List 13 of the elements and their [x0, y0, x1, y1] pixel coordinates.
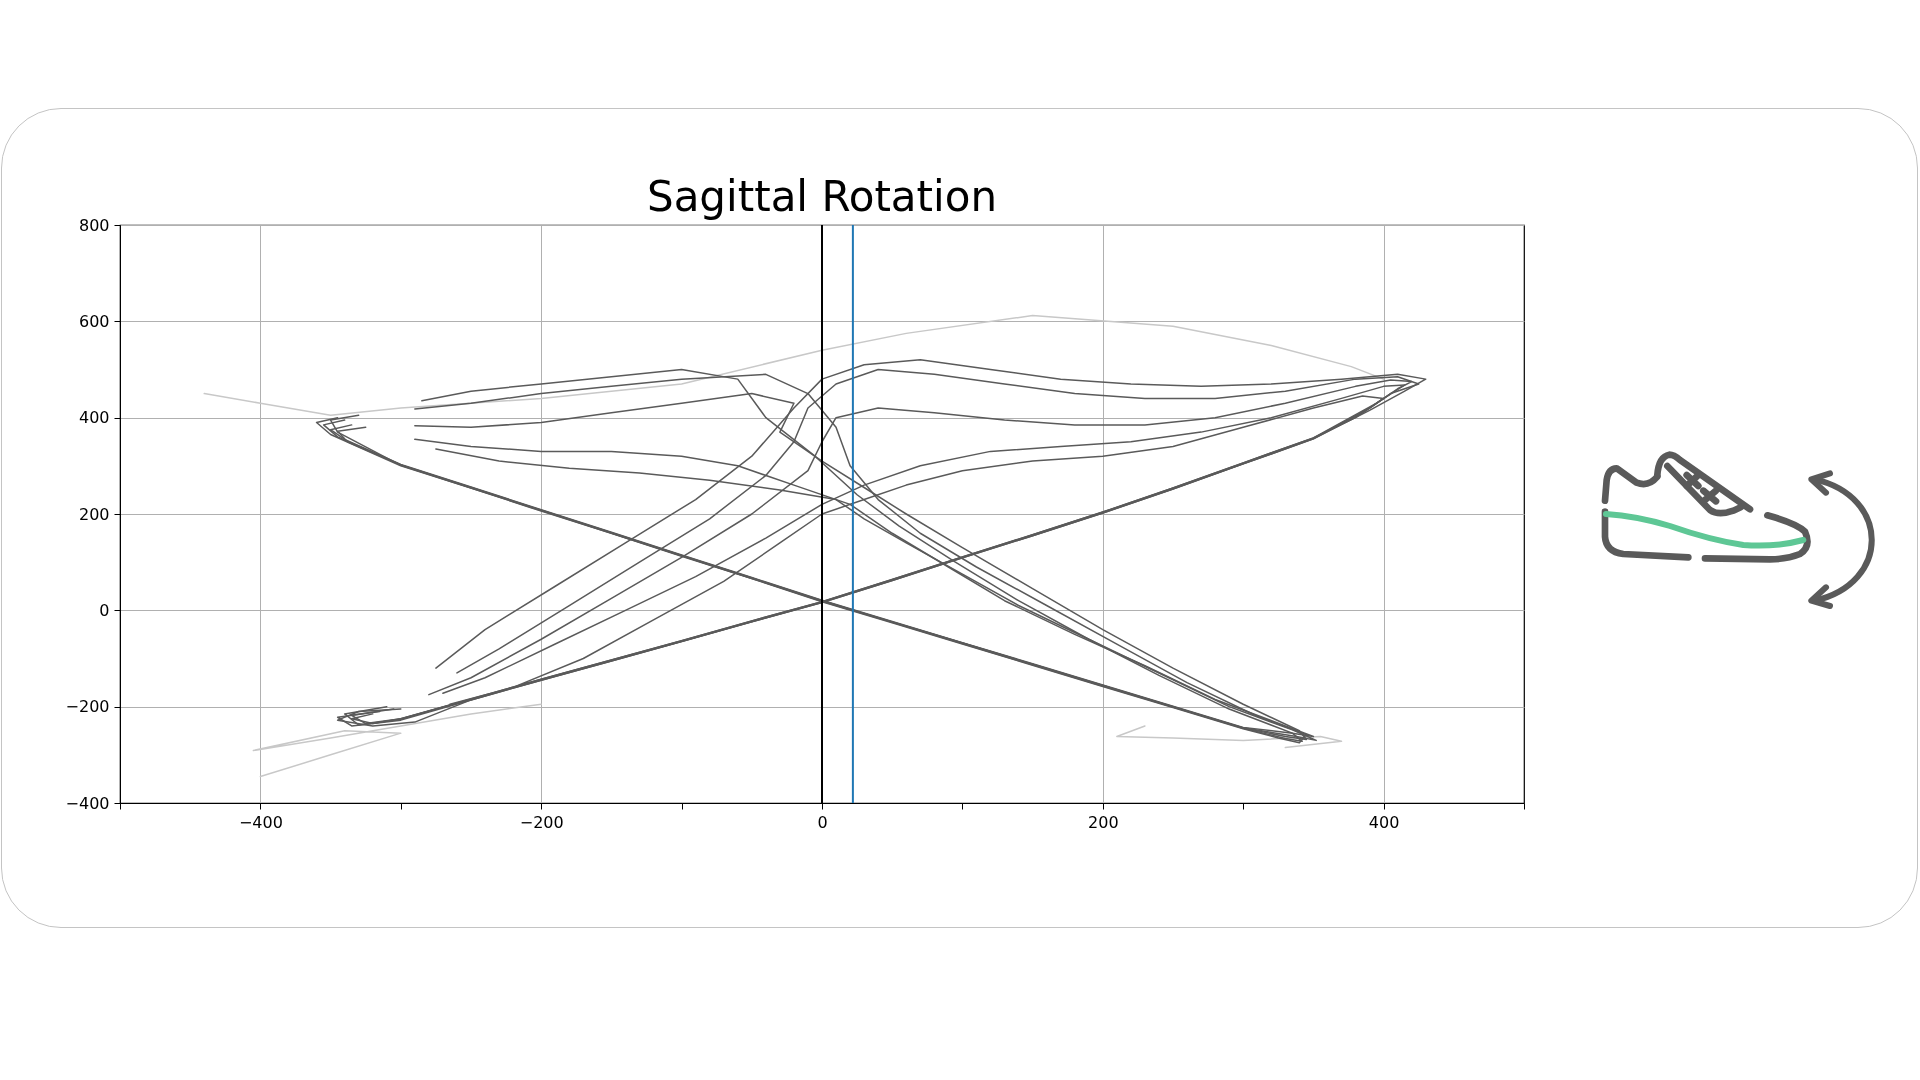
x-tick-label: 200	[1088, 812, 1119, 832]
y-tick-label: 800	[78, 215, 110, 235]
y-tick-label: 600	[78, 311, 110, 331]
y-tick-label: −200	[65, 697, 110, 717]
chart-title: Sagittal Rotation	[646, 172, 998, 221]
y-tick-label: 400	[78, 408, 110, 428]
x-tick-label: −400	[238, 812, 283, 832]
y-tick-label: 200	[78, 504, 110, 524]
x-tick-label: −200	[519, 812, 564, 832]
y-tick-label: −400	[65, 793, 110, 813]
x-tick-label: 0	[817, 812, 828, 832]
x-tick-label: 400	[1368, 812, 1400, 832]
y-tick-label: 0	[99, 600, 110, 620]
